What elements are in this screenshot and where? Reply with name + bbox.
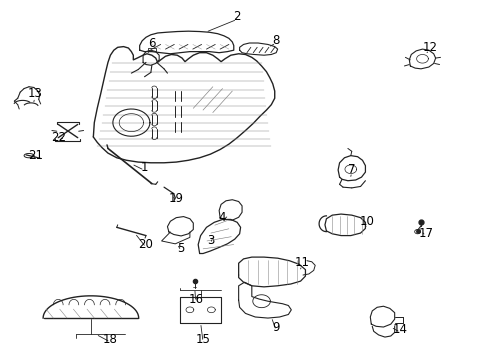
Text: 6: 6 [148, 37, 155, 50]
Text: 15: 15 [195, 333, 210, 346]
Text: 5: 5 [177, 242, 184, 255]
Text: 20: 20 [138, 238, 153, 251]
Text: 11: 11 [294, 256, 309, 269]
Text: 13: 13 [27, 87, 42, 100]
Text: 12: 12 [422, 41, 436, 54]
Text: 9: 9 [272, 321, 279, 334]
Text: 4: 4 [218, 211, 226, 224]
Text: 8: 8 [272, 33, 279, 47]
Text: 17: 17 [418, 226, 432, 239]
Text: 2: 2 [233, 10, 241, 23]
Text: 19: 19 [168, 192, 183, 205]
Text: 7: 7 [347, 163, 355, 176]
Text: 16: 16 [188, 293, 203, 306]
Text: 21: 21 [28, 149, 43, 162]
Text: 1: 1 [141, 161, 148, 174]
Text: 14: 14 [392, 323, 407, 336]
Text: 3: 3 [206, 234, 214, 247]
Text: 18: 18 [103, 333, 118, 346]
Text: 10: 10 [359, 215, 374, 228]
Text: 22: 22 [51, 131, 65, 144]
